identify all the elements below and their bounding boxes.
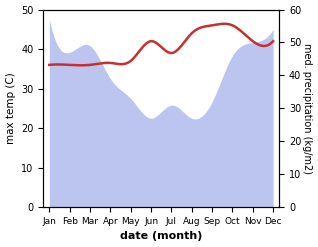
Y-axis label: max temp (C): max temp (C) [5, 72, 16, 144]
Y-axis label: med. precipitation (kg/m2): med. precipitation (kg/m2) [302, 43, 313, 174]
X-axis label: date (month): date (month) [120, 231, 203, 242]
